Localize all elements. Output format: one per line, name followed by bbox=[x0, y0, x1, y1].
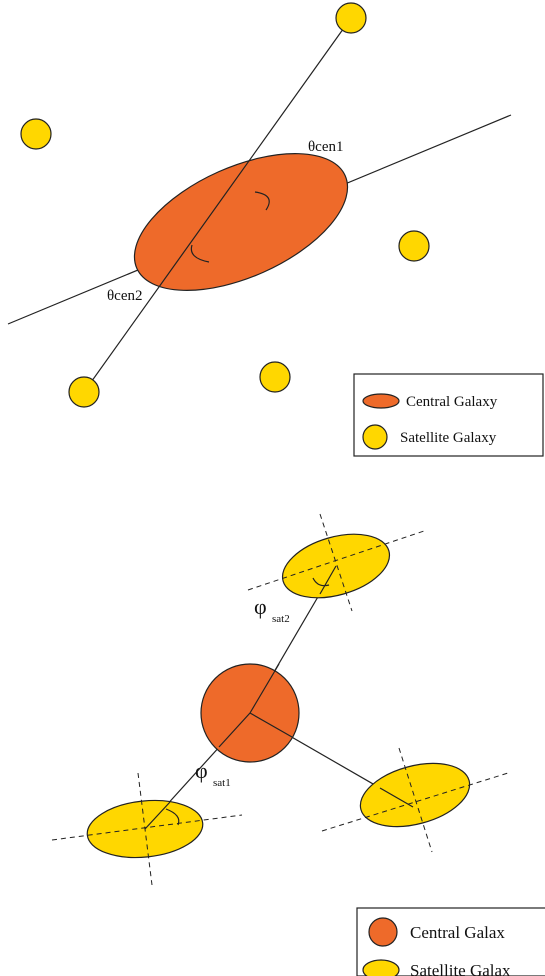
theta-cen1-label: θcen1 bbox=[308, 139, 344, 155]
satellite-galaxy-sat2 bbox=[247, 513, 428, 612]
bottom-legend: Central Galax Satellite Galax bbox=[356, 907, 545, 976]
svg-text:φ: φ bbox=[254, 594, 267, 619]
connection-line-overlay bbox=[379, 787, 414, 808]
phi-sat1-label: φ sat1 bbox=[195, 758, 231, 789]
central-galaxy-legend-icon bbox=[362, 393, 400, 409]
theta-cen2-arc bbox=[190, 244, 210, 263]
satellite-minor-axis bbox=[319, 513, 353, 612]
connection-line-inner-sat3 bbox=[249, 712, 293, 738]
satellite-galaxy-sat1 bbox=[51, 772, 243, 886]
satellite-ellipse bbox=[359, 762, 471, 828]
top-panel: θcen1 θcen2 Central Galaxy Satellite Gal… bbox=[7, 2, 544, 457]
satellite-galaxy-circle bbox=[20, 118, 52, 150]
satellite-major-axis bbox=[321, 772, 509, 832]
top-legend: Central Galaxy Satellite Galaxy bbox=[353, 373, 544, 457]
satellite-galaxy-legend-icon bbox=[362, 424, 388, 450]
satellite-galaxy-circle bbox=[335, 2, 367, 34]
legend-central-label: Central Galax bbox=[410, 923, 505, 942]
theta-cen1-arc bbox=[254, 191, 270, 211]
satellite-connection-line bbox=[83, 17, 352, 393]
central-galaxy-legend-icon bbox=[368, 917, 398, 947]
satellite-galaxy-circle bbox=[398, 230, 430, 262]
central-galaxy-ellipse bbox=[133, 153, 349, 291]
theta-cen2-label: θcen2 bbox=[107, 288, 143, 304]
satellite-minor-axis bbox=[398, 747, 433, 853]
svg-text:φ: φ bbox=[195, 758, 208, 783]
connection-line-overlay bbox=[319, 565, 337, 595]
legend-satellite-label: Satellite Galaxy bbox=[400, 430, 497, 446]
phi-sat1-arc bbox=[165, 808, 180, 826]
legend-central-label: Central Galaxy bbox=[406, 394, 498, 410]
phi-sat2-label: φ sat2 bbox=[254, 594, 290, 625]
bottom-panel: φ sat2 φ sat1 Central Galax Satellite Ga… bbox=[51, 513, 545, 976]
connection-line-inner-sat1 bbox=[218, 712, 251, 748]
phi-sat2-arc bbox=[312, 577, 330, 587]
satellite-galaxy-sat3 bbox=[321, 747, 509, 853]
satellite-major-axis bbox=[51, 814, 243, 841]
satellite-major-axis bbox=[247, 529, 428, 591]
connection-line-inner-sat2 bbox=[249, 663, 280, 714]
satellite-galaxy-circle bbox=[259, 361, 291, 393]
satellite-galaxy-circle bbox=[68, 376, 100, 408]
svg-text:sat1: sat1 bbox=[213, 777, 231, 789]
satellite-galaxy-legend-icon bbox=[362, 959, 400, 976]
legend-satellite-label: Satellite Galax bbox=[410, 961, 511, 976]
connection-line-overlay bbox=[144, 801, 171, 830]
svg-text:sat2: sat2 bbox=[272, 613, 290, 625]
